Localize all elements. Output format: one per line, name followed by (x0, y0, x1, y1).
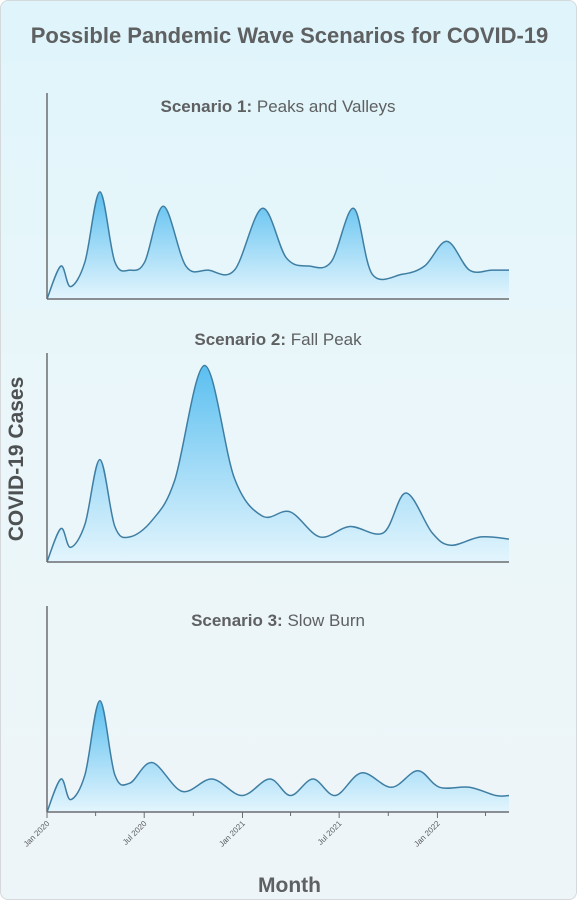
chart-title: Possible Pandemic Wave Scenarios for COV… (30, 23, 549, 48)
panel-1-title-bold: Scenario 1: (161, 97, 253, 116)
panel-3-line (46, 700, 510, 813)
x-ticks: Jan 2020 Jul 2020 Jan 2021 Jul 2021 Jan … (22, 812, 442, 849)
panel-2-title-rest: Fall Peak (291, 330, 362, 349)
panel-2: Scenario 2: Fall Peak (46, 330, 510, 563)
panel-1-title-rest: Peaks and Valleys (257, 97, 396, 116)
panel-2-area (47, 365, 509, 562)
x-tick-label: Jul 2021 (316, 819, 344, 847)
x-tick-label: Jan 2022 (412, 819, 442, 849)
x-tick-label: Jan 2021 (217, 819, 247, 849)
panel-3: Scenario 3: Slow Burn (46, 606, 510, 813)
panel-1-line (46, 191, 509, 300)
panel-2-line (46, 364, 510, 563)
panel-1-title: Scenario 1: Peaks and Valleys (161, 97, 396, 116)
panel-3-area (47, 700, 509, 812)
panel-2-title-bold: Scenario 2: (194, 330, 286, 349)
x-axis-label: Month (258, 874, 321, 897)
x-minor-ticks (95, 812, 486, 816)
panel-3-title: Scenario 3: Slow Burn (191, 611, 365, 630)
x-tick-label: Jan 2020 (22, 819, 52, 849)
panel-3-title-bold: Scenario 3: (191, 611, 283, 630)
panel-3-title-rest: Slow Burn (287, 611, 364, 630)
panel-2-title: Scenario 2: Fall Peak (194, 330, 362, 349)
panel-1: Scenario 1: Peaks and Valleys (46, 93, 509, 300)
y-axis-label-text: COVID-19 Cases (5, 376, 28, 542)
x-tick-label: Jul 2020 (121, 819, 149, 847)
panel-1-area (47, 191, 509, 299)
